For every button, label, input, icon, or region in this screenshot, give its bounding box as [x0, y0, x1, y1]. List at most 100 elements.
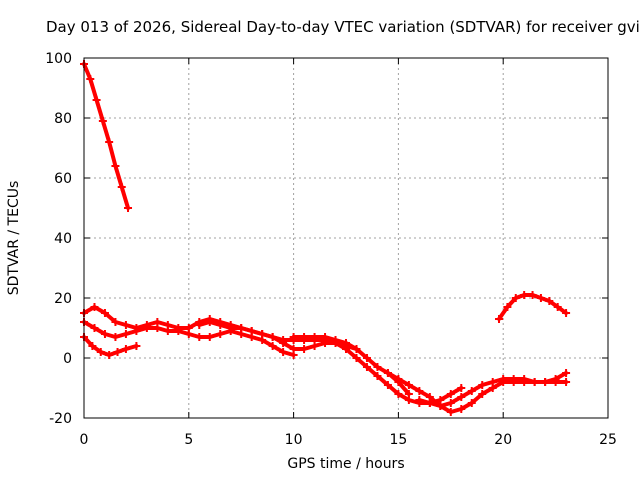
data-point [467, 399, 476, 407]
y-tick-label: 20 [54, 291, 72, 307]
data-point [495, 315, 504, 323]
data-point [478, 381, 487, 389]
data-point [562, 309, 571, 317]
data-point [415, 396, 424, 404]
data-point [132, 324, 141, 332]
series-track-d [195, 318, 466, 407]
data-point [163, 321, 172, 329]
data-point [310, 342, 319, 350]
data-point [362, 363, 371, 371]
data-point [117, 183, 126, 191]
data-point [394, 375, 403, 383]
data-point [404, 381, 413, 389]
data-point [121, 330, 130, 338]
data-point [226, 324, 235, 332]
data-point [111, 162, 120, 170]
data-point [562, 378, 571, 386]
data-point [488, 378, 497, 386]
series-track-descending [80, 60, 133, 212]
data-point [520, 375, 529, 383]
x-tick-label: 15 [389, 432, 407, 448]
x-tick-label: 5 [184, 432, 193, 448]
chart-title: Day 013 of 2026, Sidereal Day-to-day VTE… [45, 18, 640, 36]
data-point [562, 369, 571, 377]
data-point [92, 96, 101, 104]
data-point [553, 303, 562, 311]
data-point [142, 321, 151, 329]
series-track-h [495, 291, 571, 323]
data-point [362, 354, 371, 362]
data-point [373, 363, 382, 371]
data-point [446, 408, 455, 416]
data-point [520, 291, 529, 299]
data-point [457, 393, 466, 401]
data-point [105, 351, 114, 359]
data-point [247, 327, 256, 335]
data-point [545, 297, 554, 305]
data-point [279, 339, 288, 347]
data-point [237, 324, 246, 332]
data-point [289, 345, 298, 353]
y-tick-label: 60 [54, 171, 72, 187]
data-point [132, 342, 141, 350]
x-tick-label: 10 [285, 432, 303, 448]
data-point [509, 375, 518, 383]
y-tick-label: 100 [45, 51, 72, 67]
data-point [205, 318, 214, 326]
y-tick-label: -20 [49, 411, 72, 427]
data-point [503, 303, 512, 311]
data-point [121, 345, 130, 353]
x-tick-label: 20 [494, 432, 512, 448]
data-point [195, 333, 204, 341]
data-point [352, 345, 361, 353]
data-point [404, 390, 413, 398]
x-axis-label: GPS time / hours [287, 456, 405, 472]
data-point [511, 294, 520, 302]
data-point [541, 378, 550, 386]
data-point [90, 303, 99, 311]
data-point [113, 348, 122, 356]
data-point [383, 369, 392, 377]
data-point [415, 387, 424, 395]
series-track-g [415, 369, 571, 410]
y-axis-label: SDTVAR / TECUs [6, 180, 22, 296]
data-point [446, 390, 455, 398]
data-point [216, 330, 225, 338]
series-line [385, 371, 569, 414]
y-tick-label: 40 [54, 231, 72, 247]
data-point [373, 372, 382, 380]
data-point [98, 117, 107, 125]
data-point [279, 348, 288, 356]
y-tick-label: 0 [63, 351, 72, 367]
data-point [216, 321, 225, 329]
data-point [88, 342, 97, 350]
data-point [195, 321, 204, 329]
data-point [425, 399, 434, 407]
data-point [530, 378, 539, 386]
data-point [184, 324, 193, 332]
data-point [100, 309, 109, 317]
data-point [536, 294, 545, 302]
data-point [467, 387, 476, 395]
data-point [457, 384, 466, 392]
series-line [82, 62, 131, 210]
data-point [268, 342, 277, 350]
data-point [383, 381, 392, 389]
data-point [153, 318, 162, 326]
data-point [289, 333, 298, 341]
data-point [352, 354, 361, 362]
data-point [96, 348, 105, 356]
data-point [86, 75, 95, 83]
data-point [111, 333, 120, 341]
data-point [268, 333, 277, 341]
data-point [258, 330, 267, 338]
data-point [310, 333, 319, 341]
data-point [342, 339, 350, 347]
data-point [478, 390, 487, 398]
data-point [105, 138, 114, 146]
data-point [300, 345, 309, 353]
data-point [528, 291, 537, 299]
data-point [551, 375, 560, 383]
data-point [90, 324, 99, 332]
data-point [331, 336, 340, 344]
